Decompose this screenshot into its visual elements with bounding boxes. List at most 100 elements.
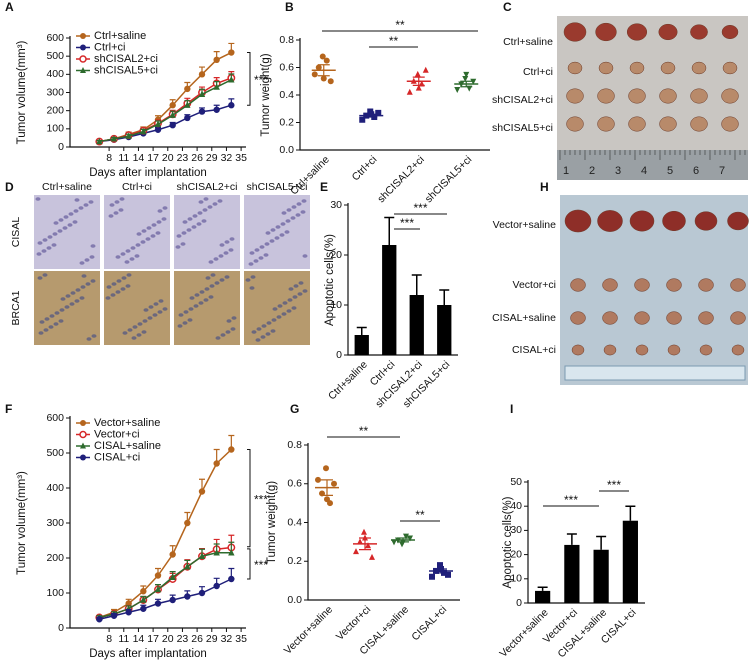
cell <box>115 290 121 294</box>
legend-marker <box>80 442 86 449</box>
cell <box>79 261 85 265</box>
panel-letter: H <box>540 180 549 194</box>
cell <box>277 304 283 308</box>
error-bar <box>411 274 422 295</box>
marker <box>415 84 422 91</box>
cell <box>130 246 136 250</box>
marker <box>320 75 327 82</box>
y-tick-label: 0.4 <box>279 89 294 101</box>
cell <box>38 331 44 335</box>
row-label: CISAL <box>10 217 22 248</box>
cell <box>249 286 255 290</box>
panel-letter: E <box>320 180 328 194</box>
legend-label: CISAL+ci <box>94 451 140 463</box>
legend-marker <box>80 454 86 461</box>
tumor <box>698 311 714 325</box>
cell <box>281 211 287 215</box>
y-tick-label: 0 <box>58 622 64 634</box>
cell <box>110 293 116 297</box>
marker <box>406 88 413 95</box>
marker <box>375 109 382 116</box>
cell <box>83 203 89 207</box>
cell <box>176 234 182 238</box>
cell <box>135 243 141 247</box>
cell <box>186 228 192 232</box>
cell <box>105 296 111 300</box>
y-tick-label: 10 <box>330 299 342 311</box>
cell <box>64 305 70 309</box>
cell <box>291 205 297 209</box>
y-tick-label: 40 <box>510 500 522 512</box>
tumor <box>570 278 586 292</box>
tumor <box>598 61 614 75</box>
cell <box>85 282 91 286</box>
marker <box>361 528 367 535</box>
cell <box>39 320 45 324</box>
bar <box>437 305 452 355</box>
cell <box>281 312 287 316</box>
significance: *** <box>254 73 268 87</box>
cell <box>152 313 158 317</box>
tumor <box>566 88 584 104</box>
cell <box>204 287 210 291</box>
cell <box>157 209 163 213</box>
y-tick-label: 0.4 <box>287 516 302 528</box>
tumor <box>690 24 708 40</box>
marker <box>96 616 103 623</box>
ruler-label: 7 <box>719 165 725 177</box>
marker <box>169 551 176 558</box>
tumor <box>629 210 655 232</box>
x-tick-label: 17 <box>147 633 159 645</box>
tumor <box>666 311 682 325</box>
legend-marker <box>80 33 86 39</box>
marker <box>154 126 162 133</box>
y-tick-label: 0.0 <box>279 144 294 156</box>
marker <box>319 53 326 60</box>
tumor <box>634 278 650 292</box>
cell <box>198 200 204 204</box>
cell <box>270 228 276 232</box>
bracket <box>247 449 251 548</box>
error-bar <box>359 537 371 551</box>
cell <box>276 315 282 319</box>
marker <box>213 83 220 90</box>
y-tick-label: 500 <box>46 447 64 459</box>
row-label: Vector+saline <box>493 219 556 231</box>
column-label: Ctrl+saline <box>42 181 92 193</box>
cell <box>37 276 43 280</box>
tumor <box>628 116 646 132</box>
tumor <box>566 116 584 132</box>
cell <box>42 273 48 277</box>
marker <box>169 573 176 580</box>
marker <box>369 553 375 560</box>
cell <box>129 257 135 261</box>
cell <box>89 255 95 259</box>
cell <box>282 301 288 305</box>
cell <box>217 199 223 203</box>
ruler-label: 3 <box>615 165 621 177</box>
cell <box>208 260 214 264</box>
error-bar <box>317 64 330 77</box>
cell <box>63 215 69 219</box>
row-label: Ctrl+ci <box>523 66 553 78</box>
cell <box>60 297 66 301</box>
x-tick-label: 14 <box>133 152 145 164</box>
cell <box>231 316 237 320</box>
x-tick-label: 23 <box>177 152 189 164</box>
bar <box>354 335 369 355</box>
cell <box>84 258 90 262</box>
marker <box>324 496 330 503</box>
cell <box>228 248 234 252</box>
tumor <box>628 88 646 104</box>
cell <box>72 220 78 224</box>
cell <box>226 319 232 323</box>
tumor <box>722 61 738 75</box>
marker <box>463 71 470 78</box>
x-tick-label: 20 <box>162 152 174 164</box>
marker <box>213 549 220 556</box>
marker <box>184 593 191 600</box>
cell <box>153 302 159 306</box>
x-tick-label: 14 <box>133 633 145 645</box>
cell <box>162 206 168 210</box>
marker <box>228 76 235 83</box>
